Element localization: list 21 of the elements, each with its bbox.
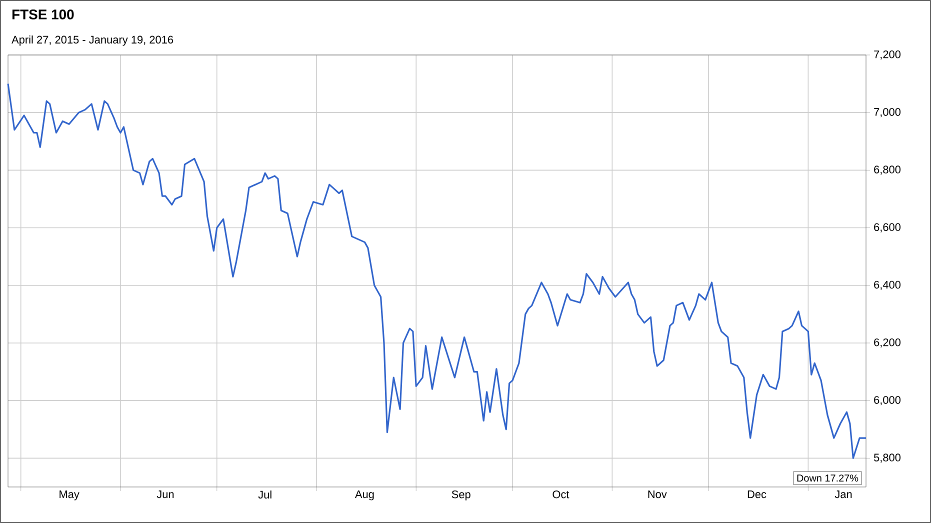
x-tick-label: Sep: [452, 490, 470, 500]
y-tick-label: 7,200: [874, 50, 901, 60]
x-tick-label: May: [60, 490, 80, 500]
x-tick-label: Jan: [834, 490, 852, 498]
x-tick-label: Jun: [156, 490, 174, 498]
y-tick-label: 6,800: [874, 166, 901, 175]
y-tick-label: 7,000: [874, 108, 901, 118]
x-tick-label: Jul: [258, 490, 272, 499]
chart-title: FTSE 100: [12, 10, 74, 20]
x-tick-label: Nov: [648, 490, 667, 498]
chart-subtitle: April 27, 2015 - January 19, 2016: [12, 36, 174, 46]
annotation: Down 17.27%: [797, 474, 858, 482]
x-tick-label: Aug: [354, 490, 374, 500]
x-tick-label: Dec: [748, 490, 766, 498]
y-tick-label: 6,600: [874, 223, 901, 232]
y-tick-label: 6,400: [874, 280, 901, 290]
y-tick-label: 6,200: [874, 338, 901, 348]
y-tick-label: 5,800: [874, 454, 901, 463]
x-tick-label: Oct: [552, 490, 570, 498]
y-tick-label: 6,000: [874, 396, 901, 406]
line-series: [7, 82, 867, 459]
